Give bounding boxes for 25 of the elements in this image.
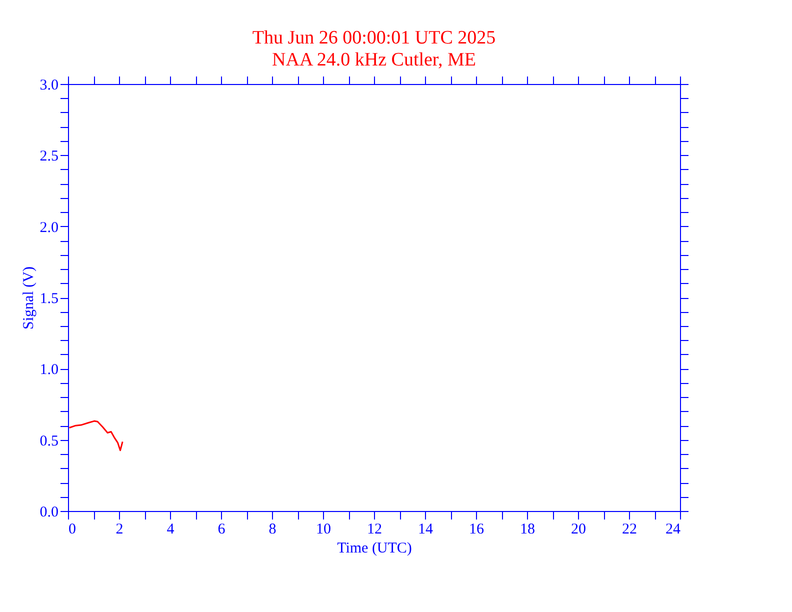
x-tick-label: 18	[520, 522, 535, 538]
x-tick-label: 0	[68, 522, 76, 538]
x-tick-label: 24	[666, 522, 681, 538]
y-tick-label: 3.0	[40, 78, 58, 94]
x-tick-label: 22	[622, 522, 637, 538]
y-tick-label: 2.0	[40, 220, 58, 236]
x-tick-label: 4	[166, 522, 175, 538]
y-axis-title: Signal (V)	[20, 266, 37, 330]
x-tick-label: 2	[116, 522, 124, 538]
x-tick-label: 12	[367, 522, 382, 538]
x-tick-label: 20	[571, 522, 586, 538]
x-tick-label: 10	[316, 522, 331, 538]
y-tick-label: 1.5	[40, 291, 58, 307]
chart-title: Thu Jun 26 00:00:01 UTC 2025	[252, 28, 496, 48]
y-tick-label: 0.0	[40, 504, 58, 520]
x-axis-title: Time (UTC)	[337, 540, 412, 556]
chart-subtitle: NAA 24.0 kHz Cutler, ME	[272, 50, 476, 70]
x-tick-label: 14	[418, 522, 434, 538]
x-tick-label: 6	[218, 522, 226, 538]
y-tick-label: 1.0	[40, 362, 58, 378]
y-tick-label: 2.5	[40, 148, 58, 165]
x-tick-label: 16	[469, 522, 484, 538]
x-tick-label: 8	[268, 522, 276, 538]
line-series	[68, 420, 124, 452]
y-tick-label: 0.5	[40, 433, 58, 450]
